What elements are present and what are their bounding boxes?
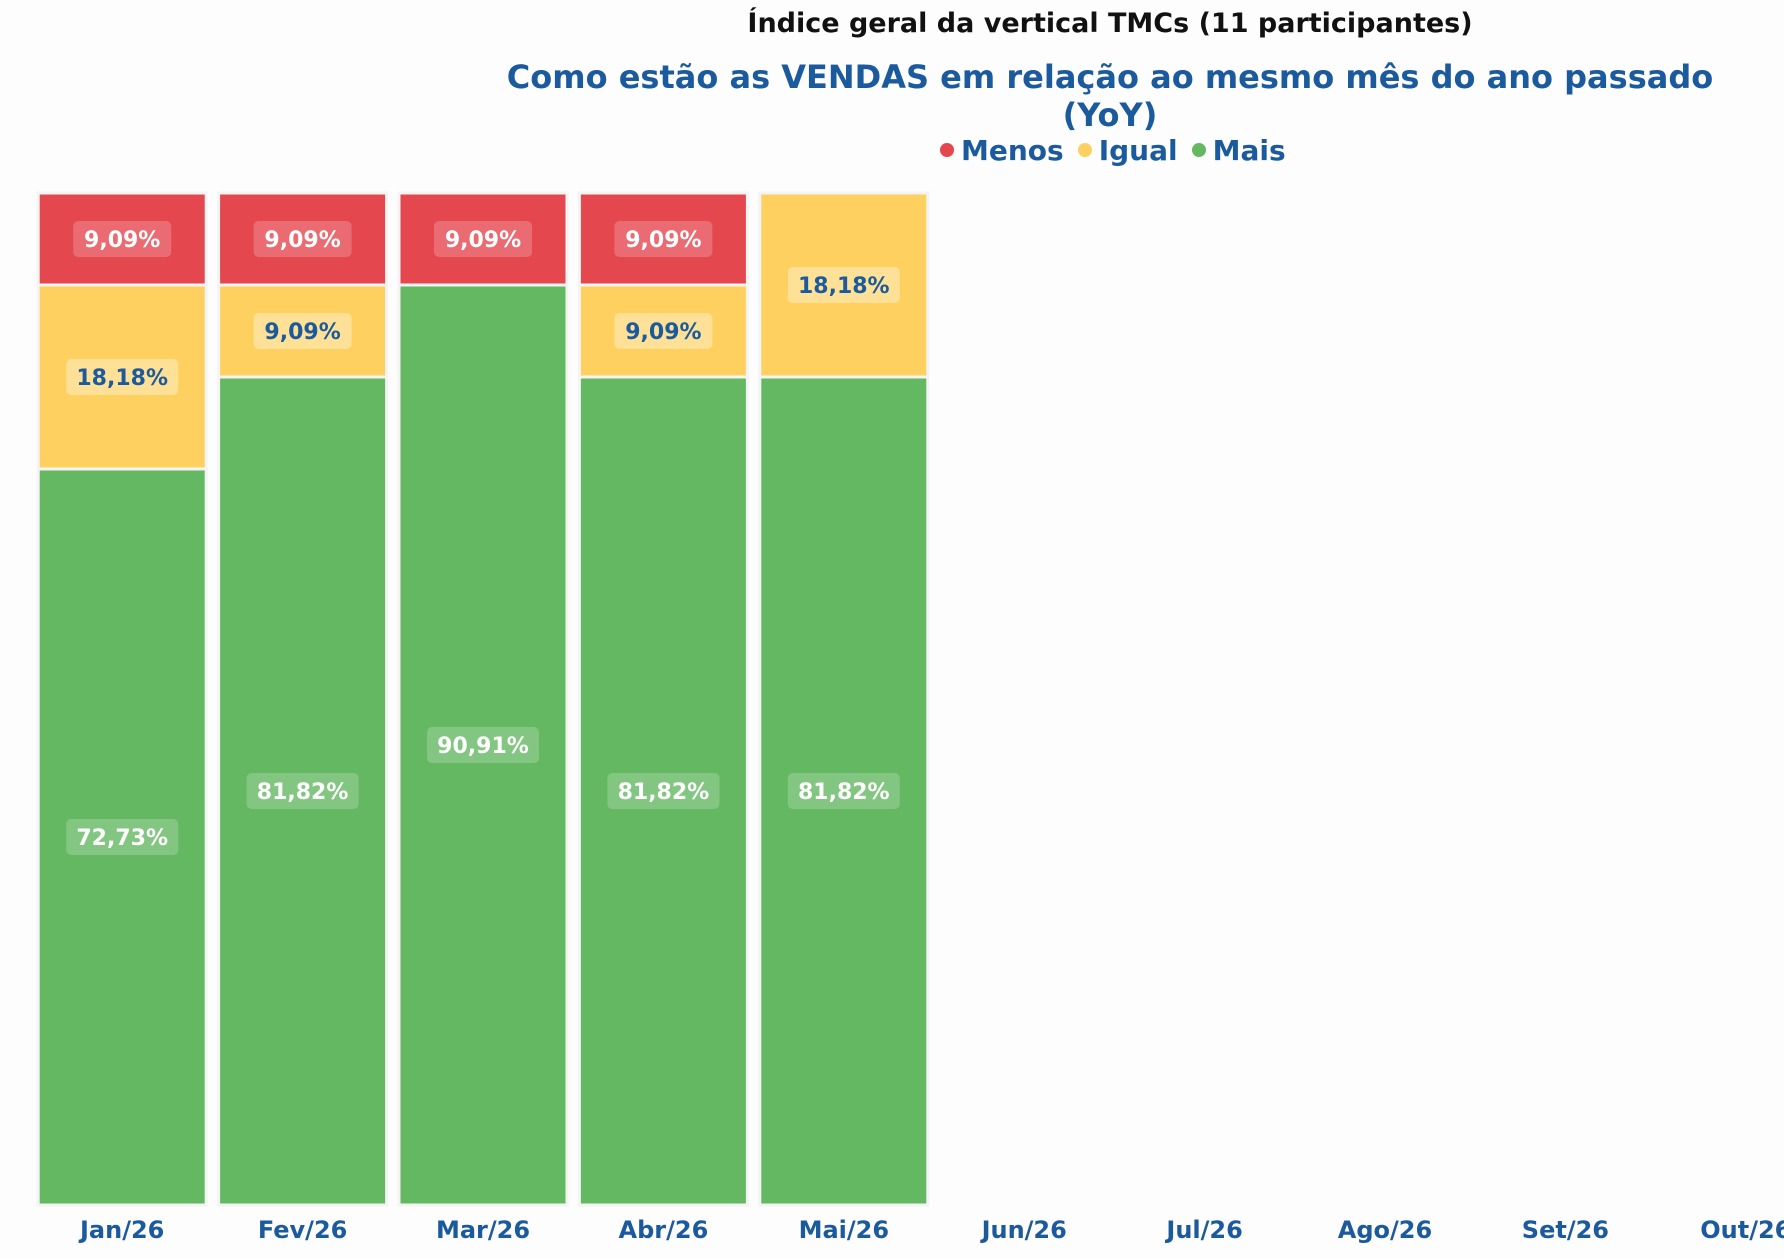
legend-item-mais[interactable]: Mais (1191, 133, 1286, 167)
x-tick-label: Jan/26 (78, 1216, 164, 1244)
chart-subtitle: Como estão as VENDAS em relação ao mesmo… (506, 58, 1714, 134)
data-label-igual: 18,18% (76, 366, 168, 391)
x-tick-label: Abr/26 (619, 1216, 709, 1244)
data-label-bg-igual (787, 266, 900, 303)
bar-igual (36, 283, 208, 471)
x-tick-label: Ago/26 (1338, 1216, 1432, 1244)
data-label-bg-menos (253, 220, 352, 257)
chart-title: Índice geral da vertical TMCs (11 partic… (747, 8, 1473, 39)
legend-label-mais: Mais (1212, 133, 1286, 167)
data-label-bg-mais (787, 772, 900, 809)
bar-menos (577, 191, 749, 287)
data-label-igual: 9,09% (625, 320, 701, 345)
bar-mais (577, 375, 749, 1207)
data-label-menos: 9,09% (264, 228, 340, 253)
data-label-bg-igual (614, 312, 713, 349)
legend-marker-igual (1077, 143, 1092, 157)
data-label-menos: 9,09% (84, 228, 160, 253)
data-label-mais: 81,82% (257, 780, 349, 805)
data-label-bg-igual (66, 358, 179, 395)
bar-mais (758, 375, 930, 1207)
legend: Menos Igual Mais (940, 130, 1300, 170)
data-label-igual: 18,18% (798, 274, 890, 299)
data-label-igual: 9,09% (264, 320, 340, 345)
legend-label-igual: Igual (1098, 133, 1178, 167)
bar-mais (36, 467, 208, 1207)
data-label-bg-mais (427, 726, 539, 763)
bar-mais (217, 375, 389, 1207)
bar-igual (577, 283, 749, 379)
legend-marker-menos (940, 143, 954, 157)
bar-mais (397, 283, 569, 1207)
bar-igual (758, 191, 930, 379)
legend-item-igual[interactable]: Igual (1077, 133, 1178, 167)
data-label-mais: 81,82% (798, 780, 890, 805)
data-label-bg-igual (253, 312, 352, 349)
data-label-mais: 72,73% (76, 826, 168, 851)
legend-label-menos: Menos (961, 133, 1064, 167)
x-tick-label: Set/26 (1522, 1216, 1609, 1244)
data-label-bg-mais (607, 772, 720, 809)
data-label-bg-menos (73, 220, 172, 257)
data-label-bg-menos (434, 220, 532, 257)
legend-marker-mais (1191, 143, 1206, 157)
x-tick-label: Mar/26 (436, 1216, 530, 1244)
data-label-menos: 9,09% (445, 228, 521, 253)
bar-menos (397, 191, 569, 287)
data-label-bg-mais (246, 772, 359, 809)
bar-igual (217, 283, 389, 379)
x-tick-label: Fev/26 (258, 1216, 348, 1244)
x-tick-label: Jun/26 (980, 1216, 1067, 1244)
bar-menos (36, 191, 208, 287)
data-label-mais: 81,82% (618, 780, 710, 805)
data-label-menos: 9,09% (625, 228, 701, 253)
x-tick-label: Mai/26 (799, 1216, 889, 1244)
data-label-mais: 90,91% (437, 734, 529, 759)
x-tick-label: Jul/26 (1164, 1216, 1242, 1244)
legend-item-menos[interactable]: Menos (940, 134, 1064, 167)
x-tick-label: Out/26 (1700, 1216, 1784, 1244)
data-label-bg-menos (614, 220, 713, 257)
data-label-bg-mais (66, 818, 179, 855)
